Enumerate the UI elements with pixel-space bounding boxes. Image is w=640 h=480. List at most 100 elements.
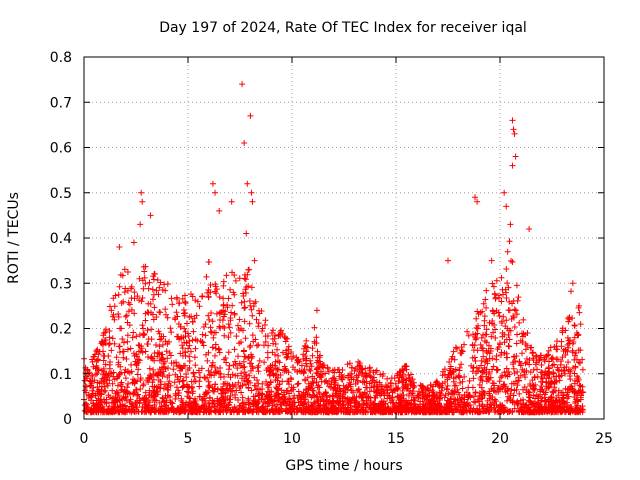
data-point [419,382,426,389]
data-point [472,336,479,343]
data-point [524,330,531,337]
data-point [205,399,212,406]
data-point [555,398,562,405]
data-point [157,381,164,388]
outlier-point [576,302,583,309]
data-point [402,362,409,369]
data-point [393,399,400,406]
data-point [305,399,312,406]
data-point [571,370,578,377]
data-point [217,371,224,378]
data-point [554,356,561,363]
data-point [192,297,199,304]
data-point [112,390,119,397]
data-point [348,364,355,371]
data-point [505,342,512,349]
data-point [392,404,399,411]
data-point [466,408,473,415]
data-point [384,395,391,402]
data-point [523,355,530,362]
data-point [100,371,107,378]
data-point [517,372,524,379]
data-point [323,392,330,399]
data-point [156,343,163,350]
data-point [505,331,512,338]
data-point [259,325,266,332]
data-point [489,366,496,373]
data-point [179,295,186,302]
data-point [446,359,453,366]
data-point [301,342,308,349]
data-point [248,306,255,313]
data-point [481,338,488,345]
data-point [415,394,422,401]
data-point [283,347,290,354]
data-point [331,379,338,386]
data-point [430,389,437,396]
data-point [162,306,169,313]
data-point [573,330,580,337]
data-point [188,385,195,392]
data-point [498,274,505,281]
data-point [309,385,316,392]
data-point [565,366,572,373]
data-point [448,355,455,362]
data-point [87,383,94,390]
data-point [480,331,487,338]
data-point [226,399,233,406]
data-point [500,291,507,298]
data-point [108,370,115,377]
data-point [125,368,132,375]
data-point [300,368,307,375]
data-point [266,368,273,375]
data-point [208,309,215,316]
data-point [205,378,212,385]
data-point [296,404,303,411]
data-point [339,398,346,405]
data-point [461,373,468,380]
data-point [209,344,216,351]
data-point [331,369,338,376]
data-point [236,405,243,412]
data-point [235,379,242,386]
data-point [140,382,147,389]
data-point [410,379,417,386]
data-point [94,387,101,394]
data-point [229,388,236,395]
data-point [156,308,163,315]
data-point [215,397,222,404]
data-point [402,363,409,370]
data-point [283,407,290,414]
data-point [139,349,146,356]
data-point [553,343,560,350]
data-point [140,381,147,388]
data-point [545,365,552,372]
data-point [438,387,445,394]
data-point [112,292,119,299]
data-point [514,331,521,338]
data-point [104,382,111,389]
data-point [89,392,96,399]
data-point [485,375,492,382]
data-point [376,379,383,386]
outlier-point [526,225,533,232]
data-point [454,345,461,352]
data-point [288,356,295,363]
data-point [570,388,577,395]
outlier-point [147,212,154,219]
data-point [504,387,511,394]
outlier-point [212,189,219,196]
data-point [244,407,251,414]
data-point [503,294,510,301]
data-point [440,368,447,375]
data-point [160,385,167,392]
data-point [255,368,262,375]
data-point [202,390,209,397]
outlier-point [503,203,510,210]
data-point [303,405,310,412]
data-point [491,321,498,328]
data-point [364,393,371,400]
data-point [151,270,158,277]
data-point [566,340,573,347]
data-point [353,372,360,379]
